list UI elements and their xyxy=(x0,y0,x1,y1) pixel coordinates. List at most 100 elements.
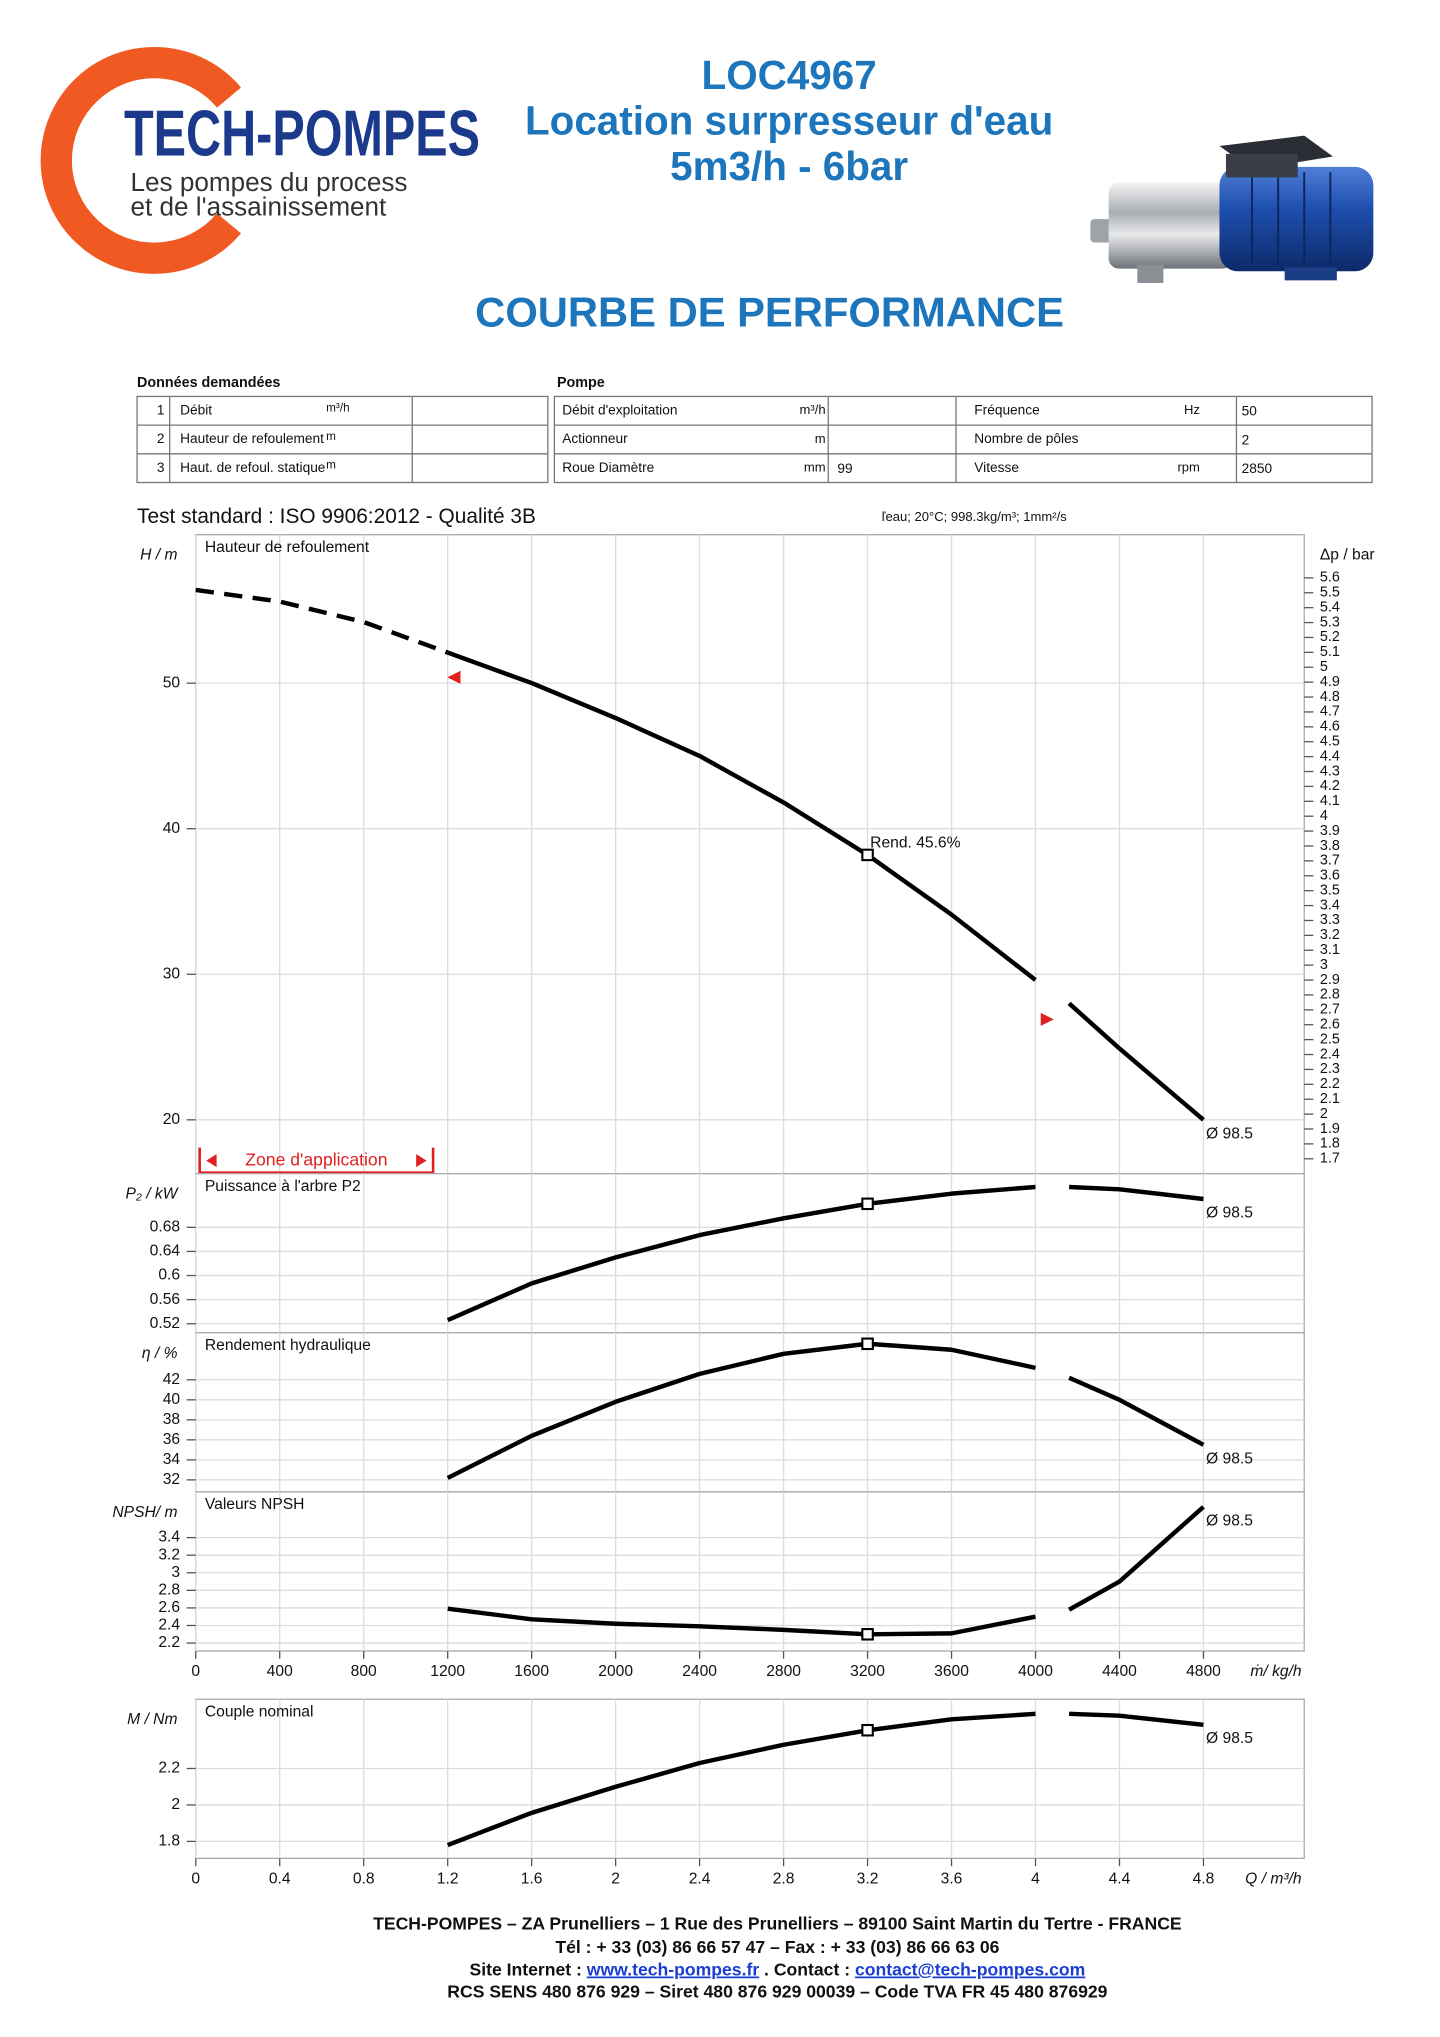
x-tick-label: 3200 xyxy=(850,1663,885,1680)
row-unit: m xyxy=(326,459,336,472)
y-tick-label: 0.6 xyxy=(158,1267,180,1284)
x-tick-label: 4.4 xyxy=(1109,1870,1131,1887)
x-tick-label: 4800 xyxy=(1186,1663,1221,1680)
row-unit: m xyxy=(326,430,336,443)
test-standard: Test standard : ISO 9906:2012 - Qualité … xyxy=(137,505,536,528)
row-index: 3 xyxy=(157,460,165,475)
y-axis-label: H / m xyxy=(140,547,177,564)
x-tick-label: 4.8 xyxy=(1193,1870,1215,1887)
y2-tick-label: 4.1 xyxy=(1320,793,1340,809)
footer-web-label: Site Internet : xyxy=(469,1959,581,1979)
y2-tick-label: 2 xyxy=(1320,1106,1328,1122)
x-tick-label: 1200 xyxy=(430,1663,465,1680)
x-tick-label: 0.8 xyxy=(353,1870,375,1887)
x-tick-label: 0 xyxy=(191,1870,200,1887)
y2-tick-label: 2.6 xyxy=(1320,1017,1340,1033)
curve xyxy=(446,1184,1204,1323)
logo-tagline: Les pompes du process xyxy=(131,167,408,197)
y2-tick-label: 4.2 xyxy=(1320,778,1340,794)
y2-tick-label: 4.4 xyxy=(1320,748,1340,764)
y2-tick-label: 3.9 xyxy=(1320,823,1340,839)
footer-contact-link[interactable]: contact@tech-pompes.com xyxy=(855,1959,1085,1979)
cell-label: Actionneur xyxy=(562,431,628,446)
y-tick-label: 2.4 xyxy=(158,1617,180,1634)
cell-value: 2850 xyxy=(1242,461,1273,476)
x-tick-label: 400 xyxy=(267,1663,293,1680)
cell-label: Fréquence xyxy=(974,402,1039,417)
cell-unit: Hz xyxy=(1184,402,1200,417)
y2-tick-label: 3.6 xyxy=(1320,868,1340,884)
plot-frame xyxy=(195,534,1305,1175)
footer-contact: Site Internet : www.tech-pompes.fr . Con… xyxy=(469,1959,1085,1979)
y2-tick-label: 4.6 xyxy=(1320,719,1340,735)
y2-tick-label: 4 xyxy=(1320,808,1328,824)
footer-address: TECH-POMPES – ZA Prunelliers – 1 Rue des… xyxy=(373,1914,1182,1934)
y2-tick-label: 4.8 xyxy=(1320,689,1340,705)
row-index: 1 xyxy=(157,402,165,417)
y2-tick-label: 5.5 xyxy=(1320,585,1340,601)
y-tick-label: 2.6 xyxy=(158,1599,180,1616)
x-tick-label: 1.2 xyxy=(437,1870,459,1887)
zone-label: Zone d'application xyxy=(245,1149,387,1169)
y-tick-label: 2.2 xyxy=(158,1634,180,1651)
y2-tick-label: 3.1 xyxy=(1320,942,1340,958)
x-tick-label: 2.8 xyxy=(773,1870,795,1887)
y-tick-label: 40 xyxy=(163,1391,181,1408)
plot-frame xyxy=(195,1332,1305,1493)
y2-tick-label: 1.9 xyxy=(1320,1121,1340,1137)
footer-registration: RCS SENS 480 876 929 – Siret 480 876 929… xyxy=(447,1981,1107,2001)
y-tick-label: 32 xyxy=(163,1471,180,1488)
y2-tick-label: 3.8 xyxy=(1320,838,1340,854)
y-axis-label: M / Nm xyxy=(127,1711,177,1728)
x-tick-label: 2400 xyxy=(682,1663,717,1680)
pump-image xyxy=(1090,135,1374,283)
y-tick-label: 0.64 xyxy=(150,1243,181,1260)
table-title: Données demandées xyxy=(137,375,280,391)
y2-tick-label: 4.7 xyxy=(1320,704,1340,720)
chart-title: Puissance à l'arbre P2 xyxy=(205,1178,361,1195)
cell-label: Vitesse xyxy=(974,460,1019,475)
plot-frame xyxy=(195,1173,1305,1334)
row-label: Débit xyxy=(180,402,212,417)
x-tick-label: 0 xyxy=(191,1663,200,1680)
operating-point xyxy=(861,848,874,862)
y2-tick-label: 3 xyxy=(1320,957,1328,973)
y-tick-label: 20 xyxy=(163,1111,181,1128)
y2-tick-label: 5.2 xyxy=(1320,629,1340,645)
y-tick-label: 2 xyxy=(171,1796,180,1813)
y2-tick-label: 2.2 xyxy=(1320,1076,1340,1092)
y-tick-label: 1.8 xyxy=(158,1833,180,1850)
zone-marker xyxy=(1040,1012,1054,1026)
cell-unit: m xyxy=(815,431,826,446)
y-tick-label: 34 xyxy=(163,1451,181,1468)
y-axis-label: NPSH/ m xyxy=(112,1504,177,1521)
zone-marker xyxy=(447,670,461,684)
y2-tick-label: 2.7 xyxy=(1320,1002,1340,1018)
x-tick-label: 1600 xyxy=(514,1663,549,1680)
y-tick-label: 3.2 xyxy=(158,1546,180,1563)
x-tick-label: 1.6 xyxy=(521,1870,543,1887)
diameter-label: Ø 98.5 xyxy=(1206,1204,1253,1221)
y2-tick-label: 5.3 xyxy=(1320,614,1340,630)
y2-tick-label: 3.5 xyxy=(1320,882,1340,898)
cell-unit: m³/h xyxy=(800,402,826,417)
cell-unit: rpm xyxy=(1177,460,1199,475)
y-axis-label: P₂ / kW xyxy=(126,1186,179,1203)
x-tick-label: 3.2 xyxy=(857,1870,879,1887)
curve xyxy=(446,650,1205,1122)
curve xyxy=(446,1341,1205,1480)
x-tick-label: 0.4 xyxy=(269,1870,291,1887)
y-tick-label: 2.8 xyxy=(158,1581,180,1598)
y-axis-label: η / % xyxy=(142,1345,178,1362)
cell-value: 50 xyxy=(1242,404,1258,419)
y-tick-label: 3 xyxy=(171,1564,180,1581)
chart-title: Couple nominal xyxy=(205,1703,314,1720)
row-index: 2 xyxy=(157,431,165,446)
y-tick-label: 50 xyxy=(163,674,181,691)
product-code: LOC4967 xyxy=(702,52,877,98)
x-axis-label: Q / m³/h xyxy=(1245,1870,1301,1887)
footer-web-link[interactable]: www.tech-pompes.fr xyxy=(586,1959,760,1979)
logo-ring xyxy=(40,47,241,274)
cell-label: Roue Diamètre xyxy=(562,460,654,475)
